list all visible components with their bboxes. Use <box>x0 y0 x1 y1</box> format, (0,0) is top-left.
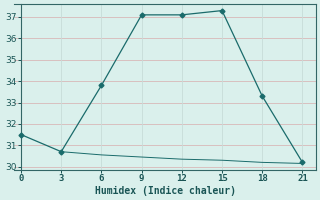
X-axis label: Humidex (Indice chaleur): Humidex (Indice chaleur) <box>95 186 236 196</box>
